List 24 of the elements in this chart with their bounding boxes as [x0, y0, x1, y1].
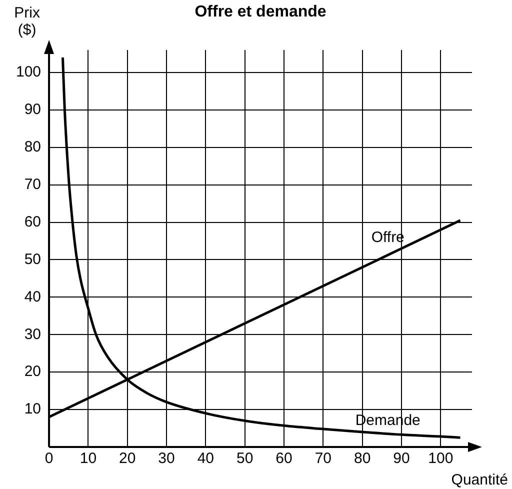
y-tick-label: 60: [24, 213, 42, 230]
y-tick-label: 30: [24, 326, 42, 343]
x-axis-title: Quantité: [451, 472, 508, 489]
x-tick-label: 80: [354, 450, 371, 468]
x-tick-label: 100: [428, 450, 454, 468]
x-tick-label: 60: [276, 450, 292, 468]
x-tick-label: 40: [197, 450, 214, 468]
x-tick-label: 0: [44, 450, 54, 468]
x-tick-label: 30: [158, 450, 175, 468]
x-tick-label: 90: [393, 450, 410, 468]
y-tick-label: 50: [24, 250, 42, 268]
chart-title: Offre et demande: [194, 3, 326, 20]
x-tick-label: 50: [236, 450, 254, 468]
y-tick-label: 90: [24, 101, 42, 118]
y-tick-label: 80: [24, 138, 42, 156]
y-tick-label: 10: [24, 400, 42, 418]
y-tick-label: 40: [24, 288, 42, 306]
y-tick-label: 70: [24, 176, 42, 193]
x-tick-label: 10: [80, 450, 97, 468]
x-tick-label: 70: [314, 450, 332, 468]
y-axis-title: Prix ($): [14, 4, 40, 39]
y-tick-label: 20: [24, 363, 42, 380]
y-tick-label: 100: [16, 64, 42, 81]
x-tick-label: 20: [119, 450, 136, 468]
